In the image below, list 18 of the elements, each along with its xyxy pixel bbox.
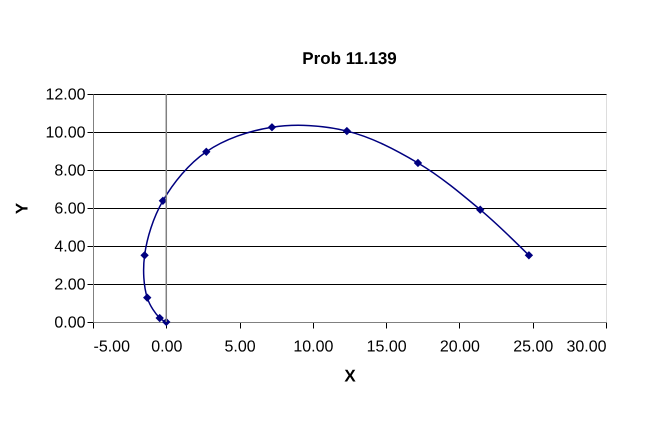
x-tick-label: 5.00 — [224, 338, 256, 356]
y-tick-label: 2.00 — [54, 276, 86, 294]
y-axis-title: Y — [12, 202, 32, 214]
y-tick-label: 6.00 — [54, 200, 86, 218]
x-tick-label: 20.00 — [440, 338, 480, 356]
y-tick-label: 10.00 — [45, 124, 86, 142]
chart-title: Prob 11.139 — [302, 49, 397, 68]
x-tick-label: 0.00 — [151, 338, 182, 356]
x-tick-label: 25.00 — [513, 338, 554, 356]
y-tick-label: 8.00 — [54, 162, 86, 180]
y-tick-label: 4.00 — [54, 238, 86, 256]
x-tick-label: 10.00 — [293, 338, 334, 356]
x-tick-label: 30.00 — [566, 338, 607, 356]
x-tick-label: -5.00 — [94, 338, 130, 356]
x-axis-title: X — [344, 366, 356, 386]
y-tick-label: 12.00 — [45, 86, 86, 104]
x-tick-label: 15.00 — [366, 338, 407, 356]
y-tick-label: 0.00 — [54, 314, 86, 332]
